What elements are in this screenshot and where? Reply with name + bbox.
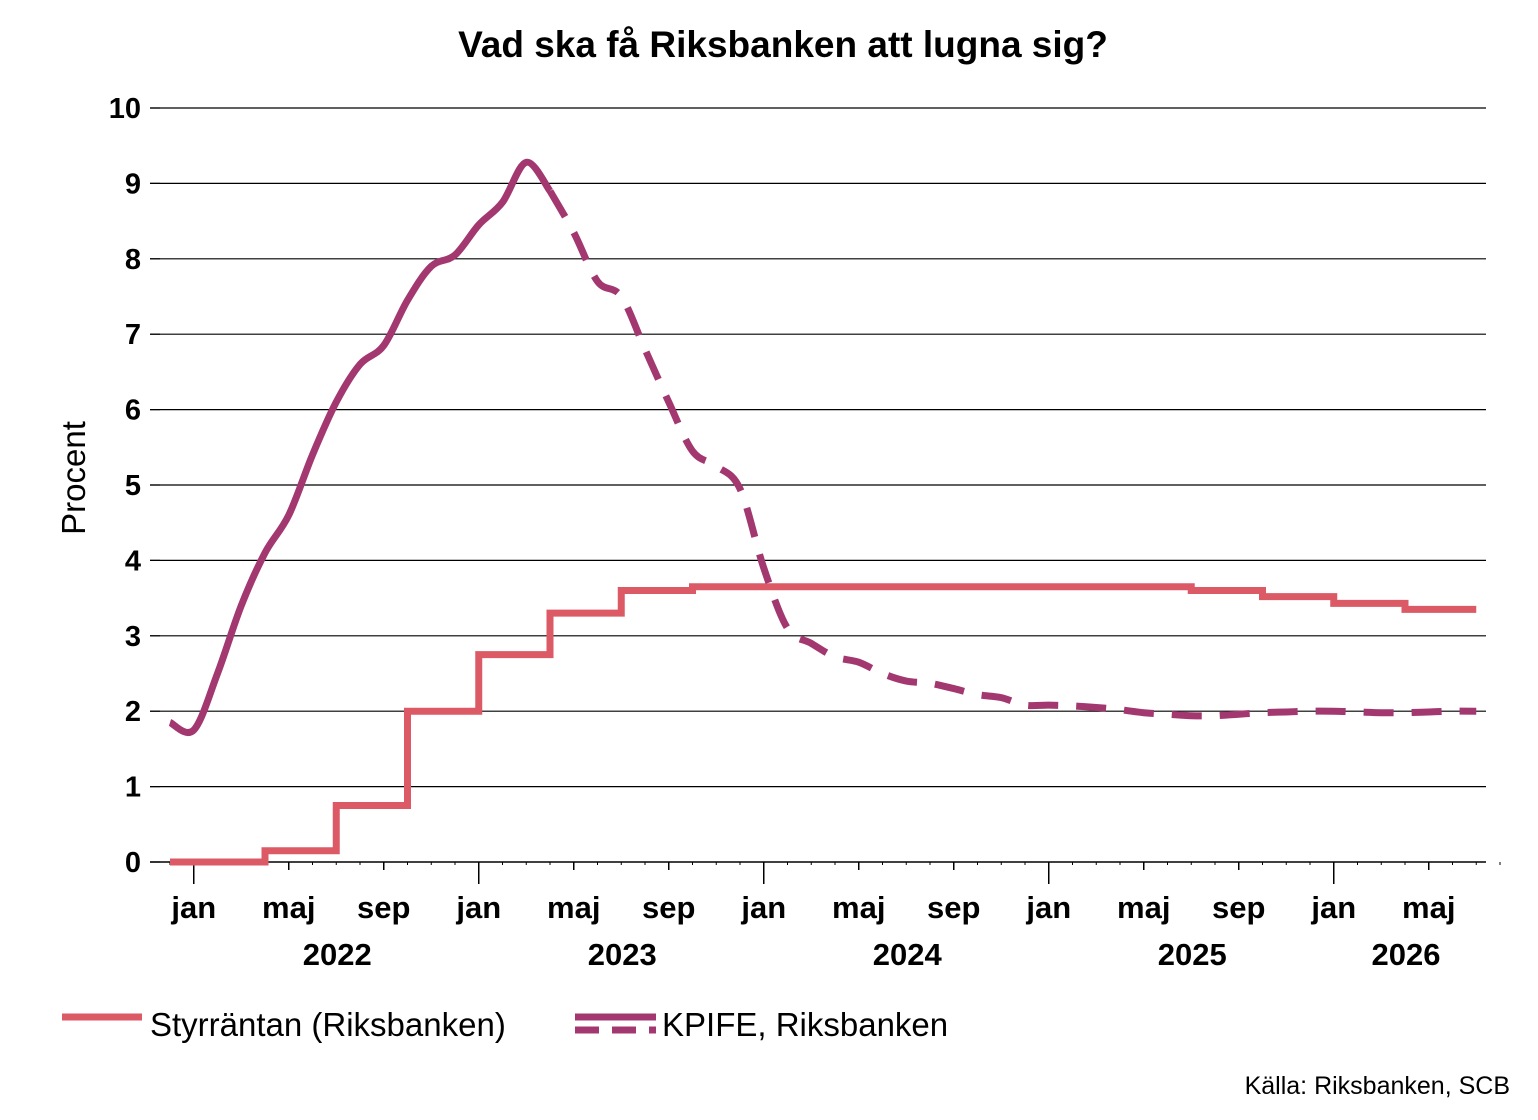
- xtick-label-sep-2: sep: [357, 890, 410, 925]
- ytick-label-9: 9: [125, 168, 141, 200]
- ytick-label-7: 7: [125, 319, 141, 351]
- chart-title: Vad ska få Riksbanken att lugna sig?: [458, 24, 1108, 65]
- year-label-2025: 2025: [1158, 937, 1227, 972]
- xtick-label-maj-13: maj: [1402, 890, 1455, 925]
- year-label-2024: 2024: [873, 937, 943, 972]
- year-label-2023: 2023: [588, 937, 657, 972]
- xtick-label-maj-4: maj: [547, 890, 600, 925]
- xtick-label-sep-5: sep: [642, 890, 695, 925]
- legend: Styrräntan (Riksbanken) KPIFE, Riksbanke…: [62, 1006, 948, 1043]
- xtick-label-jan-6: jan: [740, 890, 786, 925]
- ytick-label-8: 8: [125, 244, 141, 276]
- xtick-label-maj-1: maj: [262, 890, 315, 925]
- ytick-label-0: 0: [125, 847, 141, 879]
- xtick-label-sep-8: sep: [927, 890, 980, 925]
- legend-label-policy-rate: Styrräntan (Riksbanken): [150, 1006, 506, 1043]
- ytick-label-4: 4: [125, 545, 141, 577]
- ytick-label-5: 5: [125, 470, 141, 502]
- ytick-label-2: 2: [125, 696, 141, 728]
- ytick-label-1: 1: [125, 772, 141, 804]
- source-note: Källa: Riksbanken, SCB: [1245, 1072, 1510, 1100]
- gridlines: [150, 107, 1486, 863]
- xtick-label-jan-3: jan: [455, 890, 501, 925]
- ytick-label-6: 6: [125, 395, 141, 427]
- plot-series: [168, 158, 1477, 866]
- x-axis: jan maj sep jan maj sep jan maj sep jan maj sep jan m…: [169, 862, 1501, 972]
- xtick-label-jan-0: jan: [170, 890, 216, 925]
- y-axis-label: Procent: [55, 421, 92, 535]
- xtick-label-maj-7: maj: [832, 890, 885, 925]
- xtick-label-jan-12: jan: [1310, 890, 1356, 925]
- ytick-label-10: 10: [109, 93, 141, 125]
- series-line-kpife-forecast: [546, 189, 1477, 720]
- series-line-kpife-outcome: [168, 158, 553, 736]
- year-label-2022: 2022: [303, 937, 372, 972]
- y-tick-labels: 0 1 2 3 4 5 6 7 8 9 10: [109, 93, 141, 879]
- xtick-label-sep-11: sep: [1212, 890, 1265, 925]
- xtick-label-jan-9: jan: [1025, 890, 1071, 925]
- ytick-label-3: 3: [125, 621, 141, 653]
- legend-label-kpife: KPIFE, Riksbanken: [662, 1006, 948, 1043]
- year-label-2026: 2026: [1372, 937, 1441, 972]
- xtick-label-maj-10: maj: [1117, 890, 1170, 925]
- series-line-policy-rate: [170, 583, 1477, 866]
